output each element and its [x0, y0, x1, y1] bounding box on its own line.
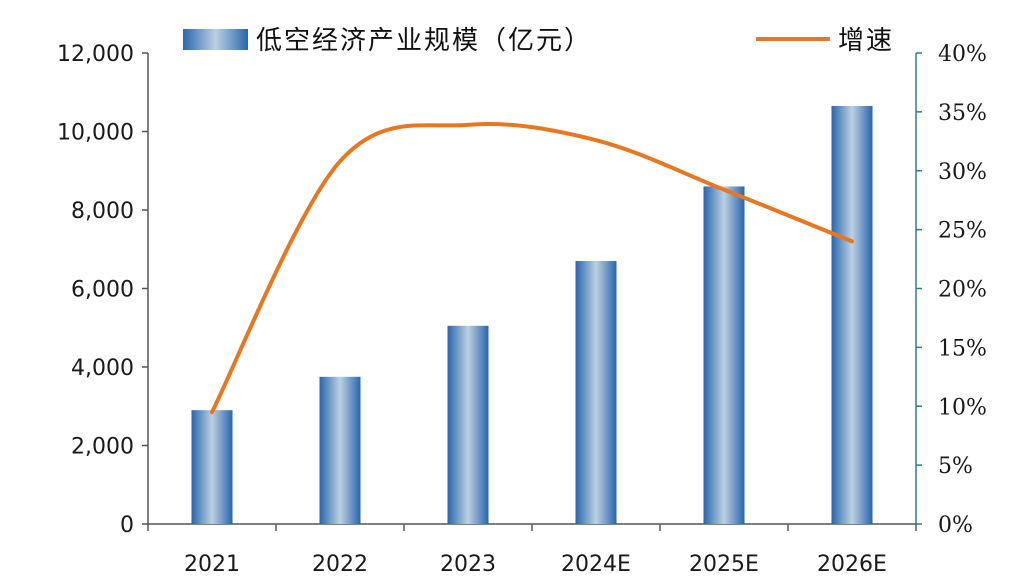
y-left-tick-label: 12,000 — [57, 42, 134, 67]
plot-area: 0 2,000 4,000 6,000 8,000 10,000 12,000 0% 5% 10%… — [57, 42, 987, 577]
y-right-tick-label: 25% — [938, 219, 987, 244]
y-left-tick-label: 8,000 — [71, 199, 134, 224]
x-tick-label: 2024E — [561, 552, 631, 577]
y-right-tick-label: 35% — [938, 101, 987, 126]
legend-bar-swatch — [183, 29, 248, 50]
y-left-tick-label: 4,000 — [71, 356, 134, 381]
legend-bar-label: 低空经济产业规模（亿元） — [256, 26, 592, 56]
x-tick-label: 2022 — [312, 552, 368, 577]
y-left-tick-label: 6,000 — [71, 278, 134, 303]
y-right-tick-label: 30% — [938, 160, 987, 185]
y-right-tick-label: 5% — [938, 454, 973, 479]
y-right-tick-label: 0% — [938, 513, 973, 538]
legend: 低空经济产业规模（亿元） 增速 — [183, 26, 894, 56]
bar-2022 — [319, 376, 361, 524]
x-tick-label: 2025E — [689, 552, 759, 577]
y-right-tick-label: 15% — [938, 336, 987, 361]
y-left-tick-label: 2,000 — [71, 435, 134, 460]
y-right-tick-label: 10% — [938, 395, 987, 420]
growth-rate-line — [210, 121, 854, 415]
bar-2023 — [447, 325, 489, 524]
y-left-tick-label: 10,000 — [57, 121, 134, 146]
y-right-tick-label: 40% — [938, 42, 987, 67]
x-tick-label: 2021 — [184, 552, 240, 577]
y-left-tick-label: 0 — [120, 513, 134, 538]
bar-2025E — [703, 186, 745, 524]
bar-2026E — [831, 105, 873, 525]
bar-2021 — [191, 410, 233, 524]
legend-line-label: 增速 — [838, 26, 894, 56]
y-right-tick-label: 20% — [938, 278, 987, 303]
x-tick-label: 2023 — [440, 552, 496, 577]
x-tick-label: 2026E — [817, 552, 887, 577]
bar-2024E — [575, 261, 617, 524]
